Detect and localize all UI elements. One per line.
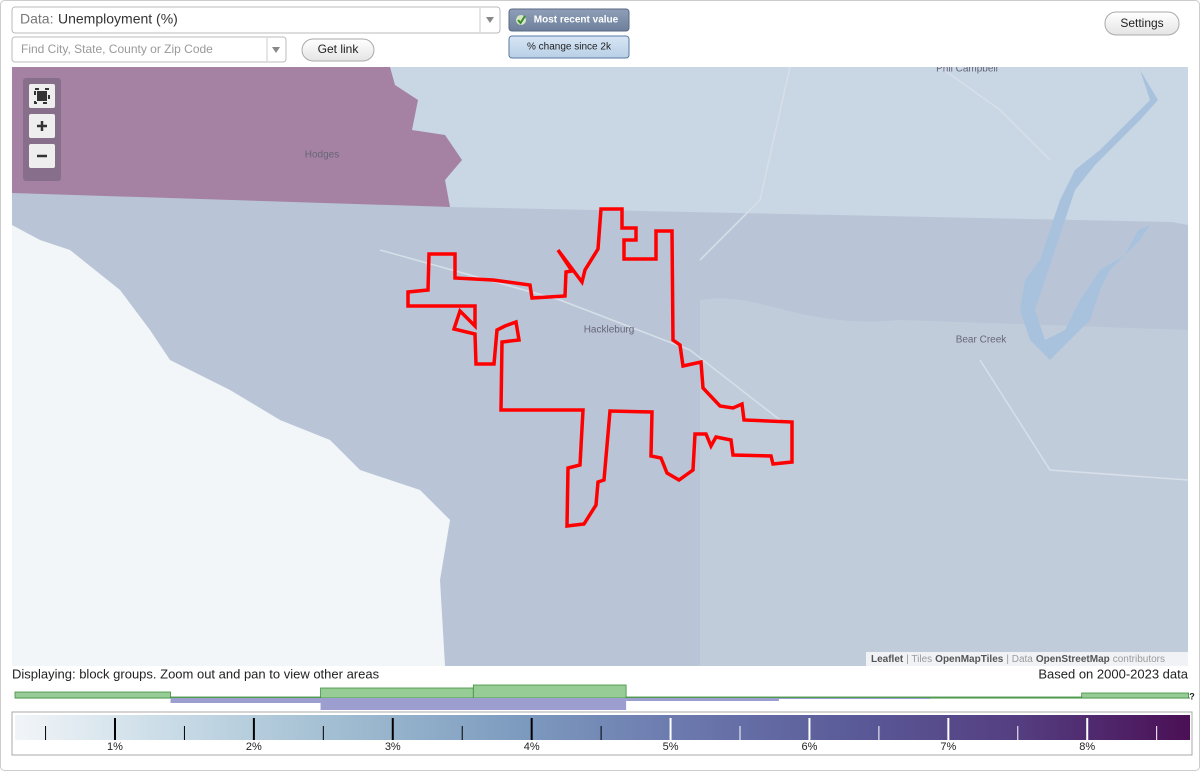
histogram-bar <box>626 698 779 701</box>
based-on: Based on 2000-2023 data <box>1038 666 1188 681</box>
low-region <box>12 225 450 666</box>
lake <box>1020 70 1158 360</box>
attribution-text: Leaflet | Tiles OpenMapTiles | Data OpenStre… <box>871 654 1165 665</box>
histogram-bar <box>320 687 474 699</box>
plus-icon <box>37 121 47 131</box>
data-value: Unemployment (%) <box>58 11 178 27</box>
data-select[interactable] <box>11 6 501 34</box>
selected-outline <box>406 207 794 528</box>
histogram-bar <box>170 698 321 703</box>
change-button[interactable] <box>508 35 630 59</box>
color-scale <box>15 715 1190 740</box>
settings-button[interactable] <box>1104 11 1180 36</box>
place-label: Bear Creek <box>956 335 1008 346</box>
map[interactable] <box>12 67 1188 666</box>
histogram-bar <box>14 691 171 699</box>
histogram-bar <box>472 684 627 699</box>
histogram-bar <box>170 696 321 699</box>
dropdown-arrow <box>486 17 494 23</box>
tick-label: 4% <box>524 741 540 753</box>
fullscreen-icon <box>37 91 47 101</box>
status-text: Displaying: block groups. Zoom out and p… <box>12 666 380 681</box>
most-recent-button[interactable] <box>508 8 630 32</box>
tick-label: 5% <box>663 741 679 753</box>
attribution-part: | Tiles <box>906 654 932 665</box>
search-placeholder: Find City, State, County or Zip Code <box>21 42 213 56</box>
histogram-bar <box>625 696 1083 699</box>
data-label: Data: <box>20 11 53 27</box>
attribution-part[interactable]: Leaflet <box>871 654 904 665</box>
tick-label: 2% <box>246 741 262 753</box>
get-link-button[interactable] <box>301 38 375 62</box>
histogram-bar <box>320 698 627 710</box>
block-group <box>700 298 1188 666</box>
search-box[interactable] <box>11 36 287 63</box>
histogram-bar <box>1081 692 1190 699</box>
tick-label: 1% <box>107 741 123 753</box>
attribution-part[interactable]: OpenStreetMap <box>1036 654 1110 665</box>
tick-label: 8% <box>1079 741 1095 753</box>
histogram-bar <box>778 698 931 699</box>
get-link-label: Get link <box>318 42 360 56</box>
road <box>379 67 1188 481</box>
check-mark <box>517 15 526 25</box>
dropdown-arrow <box>272 47 280 53</box>
purple-region <box>12 67 462 207</box>
attribution-bg <box>866 652 1188 666</box>
attribution-part[interactable]: OpenMapTiles <box>935 654 1004 665</box>
tick-label: 6% <box>801 741 817 753</box>
most-recent-label: Most recent value <box>534 15 619 26</box>
change-label: % change since 2k <box>527 42 612 53</box>
place-label: Hackleburg <box>584 325 635 336</box>
place-label: Hodges <box>305 150 339 161</box>
place-label: Phil Campbell <box>936 64 998 75</box>
fullscreen-icon <box>34 88 50 104</box>
help[interactable]: ? <box>1189 691 1195 701</box>
tick-label: 3% <box>385 741 401 753</box>
attribution-part: contributors <box>1113 654 1165 665</box>
attribution-part: | Data <box>1006 654 1033 665</box>
tick-label: 7% <box>940 741 956 753</box>
settings-label: Settings <box>1120 16 1163 30</box>
attribution: Leaflet | Tiles OpenMapTiles | Data OpenStre… <box>871 654 1165 665</box>
